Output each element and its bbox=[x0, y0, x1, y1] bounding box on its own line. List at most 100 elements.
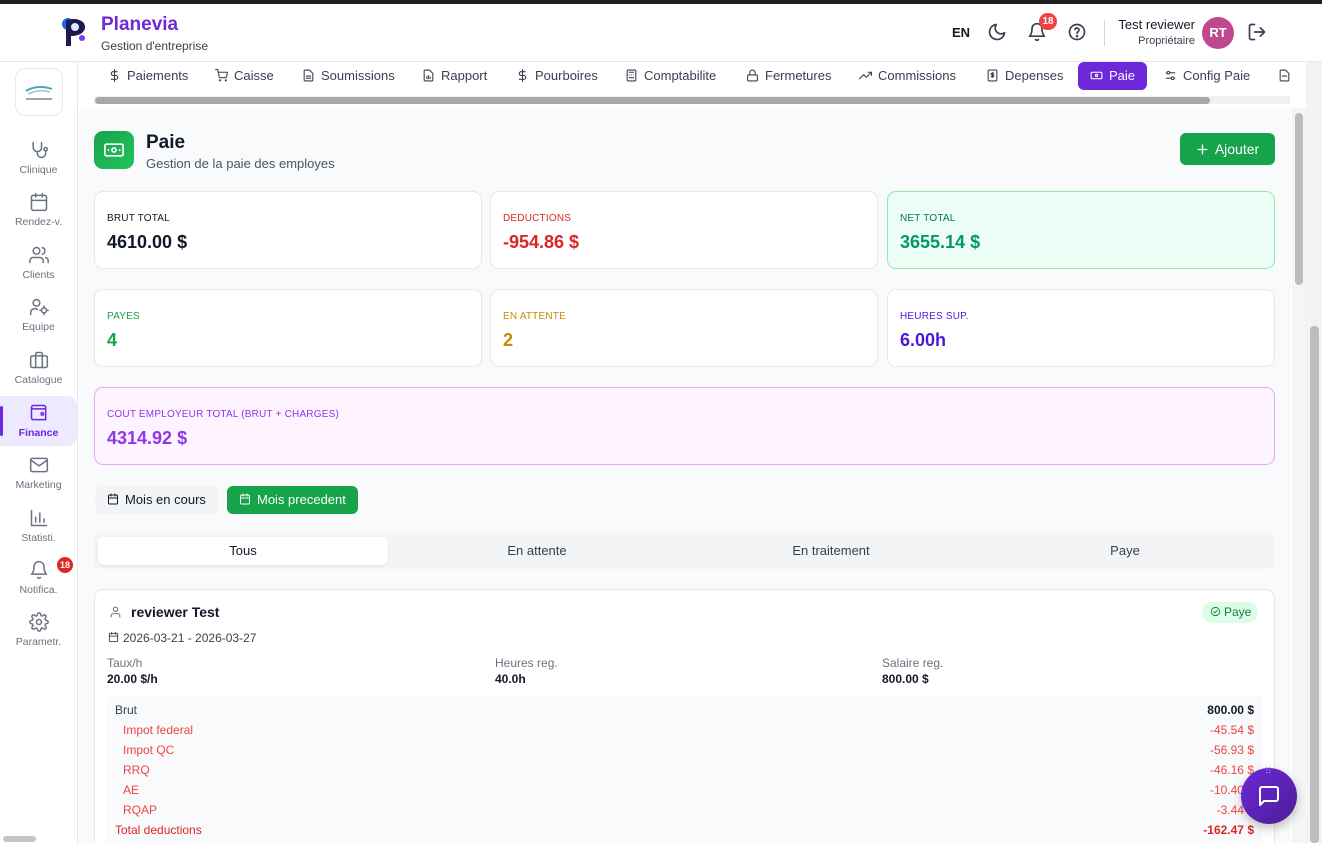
filter-tab-en-traitement[interactable]: En traitement bbox=[792, 543, 870, 558]
moon-icon[interactable] bbox=[987, 22, 1007, 42]
help-icon[interactable] bbox=[1067, 22, 1087, 42]
tab-pourboires[interactable]: Pourboires bbox=[516, 62, 598, 90]
bell-icon[interactable] bbox=[1027, 22, 1047, 42]
status-badge: Paye bbox=[1202, 602, 1259, 623]
cart-icon bbox=[215, 69, 228, 82]
content-scrollbar-track bbox=[1292, 108, 1306, 843]
sidebar-item-catalogue[interactable]: Catalogue bbox=[0, 347, 77, 397]
tab-paie[interactable]: Paie bbox=[1078, 62, 1148, 90]
sidebar-item-equipe[interactable]: Equipe bbox=[0, 294, 77, 344]
briefcase-icon bbox=[29, 351, 48, 369]
notification-badge: 18 bbox=[57, 557, 73, 573]
sidebar: Clinique Rendez-v. Clients Equipe Catalo… bbox=[0, 62, 78, 843]
header-divider bbox=[1104, 20, 1105, 46]
clinic-logo[interactable] bbox=[15, 68, 63, 116]
tab-fermetures[interactable]: Fermetures bbox=[746, 62, 831, 90]
sliders-icon bbox=[1165, 70, 1176, 81]
sidebar-item-finance[interactable]: Finance bbox=[0, 396, 77, 446]
add-button[interactable]: Ajouter bbox=[1180, 133, 1275, 165]
user-role: Propriétaire bbox=[1138, 35, 1195, 47]
row-label: RQAP bbox=[123, 803, 158, 817]
tab-depenses[interactable]: Depenses bbox=[986, 62, 1064, 90]
sidebar-item-rendez-vous[interactable]: Rendez-v. bbox=[0, 189, 77, 239]
page-scrollbar[interactable] bbox=[1310, 326, 1319, 843]
breakdown-row-impot-qc: Impot QC -56.93 $ bbox=[107, 740, 1262, 760]
tab-config-paie[interactable]: Config Paie bbox=[1164, 62, 1250, 90]
wallet-icon bbox=[30, 404, 46, 421]
tab-caisse[interactable]: Caisse bbox=[215, 62, 274, 90]
filter-tab-paye[interactable]: Paye bbox=[1110, 543, 1140, 558]
drag-handle-icon[interactable]: ⠿ bbox=[1265, 766, 1272, 776]
breakdown-row-rrq: RRQ -46.16 $ bbox=[107, 760, 1262, 780]
breakdown-row-total-deductions: Total deductions -162.47 $ bbox=[107, 820, 1262, 840]
language-toggle[interactable]: EN bbox=[952, 25, 971, 40]
tab-rapport[interactable]: Rapport bbox=[422, 62, 487, 90]
sidebar-item-statistiques[interactable]: Statisti. bbox=[0, 505, 77, 555]
row-label: Impot QC bbox=[123, 743, 175, 757]
logout-icon[interactable] bbox=[1247, 22, 1267, 42]
tab-label: Pourboires bbox=[535, 68, 598, 83]
brand-subtitle: Gestion d'entreprise bbox=[101, 39, 209, 53]
stat-value: 3655.14 $ bbox=[900, 232, 981, 252]
calendar-icon bbox=[240, 493, 250, 505]
top-header: Planevia Gestion d'entreprise EN 18 Test… bbox=[0, 4, 1322, 62]
pay-breakdown: Brut 800.00 $ Impot federal -45.54 $ Imp… bbox=[107, 695, 1262, 843]
sidebar-item-label: Clinique bbox=[19, 164, 58, 176]
metric-value: 40.0h bbox=[495, 672, 526, 686]
bar-chart-icon bbox=[30, 509, 47, 527]
tab-more[interactable] bbox=[1278, 62, 1291, 90]
stat-label: COUT EMPLOYEUR TOTAL (BRUT + CHARGES) bbox=[107, 409, 339, 420]
tab-soumissions[interactable]: Soumissions bbox=[302, 62, 395, 90]
payroll-card[interactable]: reviewer Test 2026-03-21 - 2026-03-27 Pa… bbox=[94, 589, 1275, 843]
avatar[interactable]: RT bbox=[1202, 17, 1234, 49]
planevia-logo-icon[interactable] bbox=[60, 16, 88, 48]
sidebar-item-label: Finance bbox=[18, 427, 59, 439]
metric-salaire: Salaire reg. 800.00 $ bbox=[882, 656, 943, 686]
tabs-scrollbar[interactable] bbox=[95, 97, 1210, 104]
content-scrollbar[interactable] bbox=[1295, 113, 1303, 285]
row-label: Total deductions bbox=[115, 823, 202, 837]
sidebar-item-clients[interactable]: Clients bbox=[0, 242, 77, 292]
row-value: -45.54 $ bbox=[1209, 723, 1254, 737]
sidebar-item-notifications[interactable]: Notifica. 18 bbox=[0, 557, 77, 607]
calendar-icon bbox=[30, 192, 47, 212]
metric-value: 800.00 $ bbox=[882, 672, 929, 686]
calculator-icon bbox=[626, 69, 637, 82]
clinic-logo-icon bbox=[25, 85, 53, 100]
current-month-button[interactable]: Mois en cours bbox=[95, 486, 218, 514]
user-info[interactable]: Test reviewer Propriétaire bbox=[1118, 17, 1195, 47]
breakdown-row-impot-federal: Impot federal -45.54 $ bbox=[107, 720, 1262, 740]
user-name: Test reviewer bbox=[1118, 17, 1195, 32]
page-subtitle: Gestion de la paie des employes bbox=[146, 156, 335, 171]
receipt-icon bbox=[987, 69, 998, 82]
tab-paiements[interactable]: Paiements bbox=[108, 62, 188, 90]
main-content: Paie Gestion de la paie des employes Ajo… bbox=[79, 108, 1291, 843]
previous-month-button[interactable]: Mois precedent bbox=[227, 486, 358, 514]
stat-value: 4610.00 $ bbox=[107, 232, 188, 252]
lock-icon bbox=[747, 69, 758, 82]
row-label: AE bbox=[123, 783, 140, 797]
calendar-icon bbox=[108, 493, 118, 505]
filter-tab-en-attente[interactable]: En attente bbox=[507, 543, 567, 558]
stethoscope-icon bbox=[31, 141, 48, 159]
sidebar-item-parametres[interactable]: Parametr. bbox=[0, 609, 77, 659]
row-value: -56.93 $ bbox=[1209, 743, 1254, 757]
sidebar-item-marketing[interactable]: Marketing bbox=[0, 452, 77, 502]
notification-badge: 18 bbox=[1039, 13, 1057, 30]
filter-tab-tous[interactable]: Tous bbox=[98, 537, 388, 565]
current-month-label: Mois en cours bbox=[125, 492, 206, 507]
gear-icon bbox=[28, 612, 49, 632]
tab-commissions[interactable]: Commissions bbox=[859, 62, 956, 90]
stat-value: 2 bbox=[503, 330, 514, 350]
row-value: -162.47 $ bbox=[1203, 823, 1254, 837]
sidebar-scrollbar[interactable] bbox=[3, 836, 36, 842]
tab-label: Soumissions bbox=[321, 68, 395, 83]
tab-comptabilite[interactable]: Comptabilite bbox=[625, 62, 716, 90]
report-icon bbox=[423, 69, 434, 82]
stat-value: 4314.92 $ bbox=[107, 428, 188, 448]
breakdown-row-ae: AE -10.40 $ bbox=[107, 780, 1262, 800]
stat-value: 6.00h bbox=[900, 330, 947, 350]
sidebar-item-clinique[interactable]: Clinique bbox=[0, 137, 77, 187]
window-frame bbox=[0, 0, 1322, 4]
chat-button[interactable] bbox=[1241, 768, 1297, 824]
